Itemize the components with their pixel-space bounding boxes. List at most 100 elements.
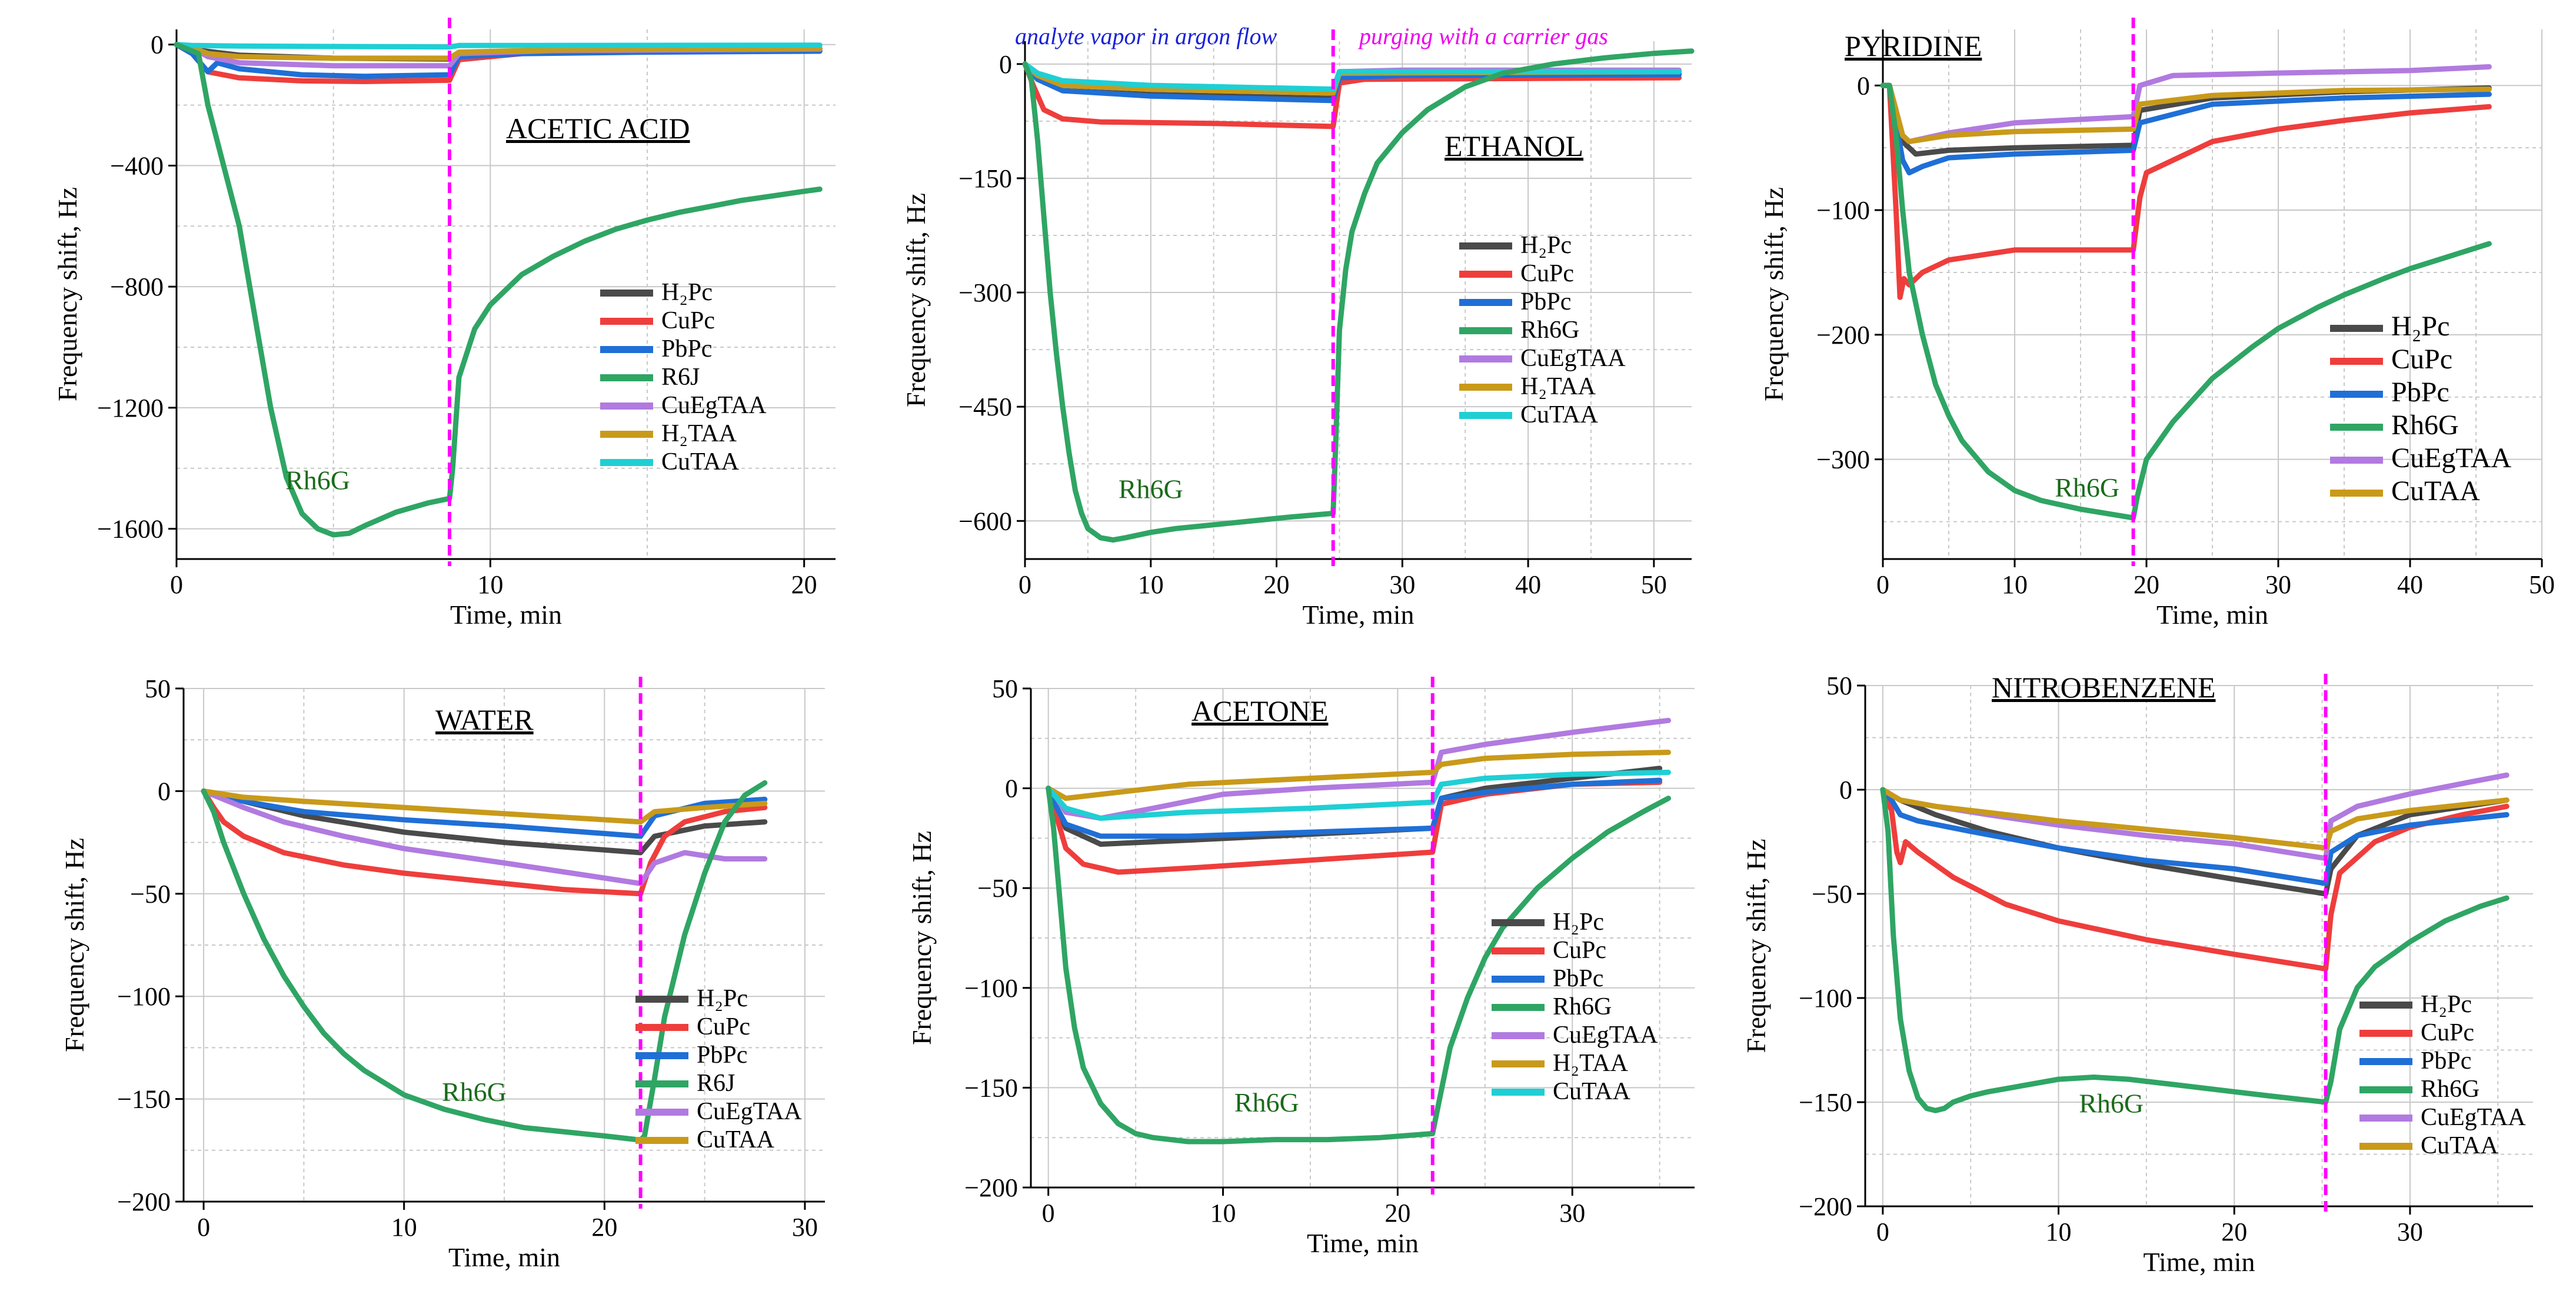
legend-label-H2Pc: H₂Pc (2421, 991, 2472, 1018)
legend-label-PbPc: PbPc (2391, 377, 2449, 408)
series-line-CuPc (201, 788, 768, 897)
x-tick-label: 30 (1389, 570, 1415, 599)
x-axis-label: Time, min (450, 600, 562, 630)
x-tick-label: 20 (591, 1213, 617, 1242)
series-line-PbPc (1022, 61, 1682, 104)
legend-label-H2TAA: H₂TAA (1553, 1050, 1629, 1077)
x-tick-label: 40 (1515, 570, 1541, 599)
x-tick-label: 10 (1138, 570, 1164, 599)
legend-label-CuPc: CuPc (1520, 260, 1574, 287)
y-tick-label: 50 (992, 674, 1018, 703)
legend-label-H2Pc: H₂Pc (1553, 909, 1604, 936)
y-tick-label: −150 (117, 1085, 171, 1114)
x-axis-label: Time, min (1302, 600, 1414, 630)
legend-label-Rh6G: Rh6G (1553, 993, 1612, 1020)
legend-label-CuEgTAA: CuEgTAA (2391, 443, 2511, 474)
x-tick-label: 0 (170, 570, 183, 599)
legend-label-CuPc: CuPc (661, 307, 715, 334)
legend-label-Rh6G: Rh6G (1520, 317, 1579, 344)
x-tick-label: 30 (1559, 1199, 1585, 1228)
series-line-Rh6G (1880, 787, 2510, 1113)
legend-label-CuPc: CuPc (1553, 937, 1606, 964)
x-axis-label: Time, min (2143, 1247, 2255, 1277)
phase-annotations: analyte vapor in argon flow purging with… (1015, 23, 1608, 49)
series-line-CuTAA (1046, 770, 1671, 821)
x-tick-label: 10 (477, 570, 503, 599)
legend-label-CuTAA: CuTAA (1553, 1078, 1631, 1105)
series-line-CuTAA (174, 42, 823, 50)
x-axis-label: Time, min (2156, 600, 2268, 630)
legend-label-CuPc: CuPc (2391, 344, 2452, 375)
chart-panel-4: 0 10 20 30 50 0 −50 −100 −150 −200 Time, min Freque… (907, 674, 1695, 1258)
legend-label-H2Pc: H₂Pc (697, 985, 748, 1012)
y-tick-label: 50 (145, 674, 171, 703)
series-line-CuPc (1880, 82, 2492, 300)
legend-label-H2TAA: H₂TAA (1520, 373, 1596, 400)
legend-label-CuEgTAA: CuEgTAA (661, 392, 767, 419)
legend-label-H2Pc: H₂Pc (661, 279, 713, 306)
rh6g-label: Rh6G (442, 1077, 507, 1107)
y-tick-label: −1600 (97, 515, 164, 544)
x-tick-label: 40 (2397, 570, 2423, 599)
legend-label-PbPc: PbPc (1520, 288, 1571, 315)
series-line-H2TAA (201, 788, 768, 825)
chart-panel-5: 0 10 20 30 50 0 −50 −100 −150 −200 Time, min Freque… (1741, 671, 2533, 1277)
x-axis-label: Time, min (1307, 1228, 1419, 1258)
series-line-Rh6G (1022, 48, 1695, 543)
y-tick-label: −150 (958, 164, 1012, 193)
y-tick-label: 0 (999, 50, 1012, 79)
legend-label-H2TAA: CuTAA (2391, 475, 2480, 507)
chart-title: PYRIDINE (1845, 29, 1982, 62)
series-line-CuTAA (1022, 61, 1682, 92)
legend-label-H2Pc: H₂Pc (1520, 232, 1572, 259)
x-tick-label: 10 (1210, 1199, 1236, 1228)
series-line-PbPc (1046, 777, 1663, 839)
legend-label-CuEgTAA: CuEgTAA (1553, 1022, 1658, 1049)
x-tick-label: 10 (2046, 1218, 2072, 1246)
y-axis-label: Frequency shift, Hz (1759, 187, 1789, 401)
y-tick-label: 0 (1005, 774, 1018, 803)
chart-panel-3: 0 10 20 30 50 0 −50 −100 −150 −200 Time, min Freque… (59, 674, 825, 1272)
y-axis-label: Frequency shift, Hz (59, 838, 89, 1052)
series-line-H2TAA (174, 42, 823, 61)
x-tick-label: 50 (1641, 570, 1667, 599)
legend-label-Rh6G: R6J (697, 1070, 735, 1097)
x-tick-label: 20 (2134, 570, 2159, 599)
series-line-H2TAA (1880, 787, 2510, 851)
y-axis-label: Frequency shift, Hz (907, 831, 937, 1045)
chart-title: ACETONE (1192, 694, 1328, 727)
series-line-CuPc (1880, 787, 2510, 972)
legend-label-PbPc: PbPc (697, 1042, 747, 1069)
x-tick-label: 10 (391, 1213, 417, 1242)
chart-panel-0: 0 10 20 0 −400 −800 −1200 −1600 Time, min Frequen… (52, 18, 836, 630)
y-tick-label: 0 (1857, 71, 1870, 100)
y-tick-label: 0 (158, 777, 171, 806)
y-tick-label: 0 (1839, 776, 1852, 804)
legend-label-CuPc: CuPc (2421, 1019, 2474, 1046)
series-line-CuEgTAA (201, 788, 768, 886)
chart-panel-1: 0 10 20 30 40 50 0 −150 −300 −450 −600 Time, min Fre… (901, 29, 1695, 630)
chart-title: WATER (435, 703, 534, 736)
x-tick-label: 50 (2529, 570, 2555, 599)
y-tick-label: −200 (1816, 321, 1870, 350)
y-tick-label: 0 (151, 31, 164, 59)
legend-label-H2Pc: H₂Pc (2391, 311, 2449, 342)
y-tick-label: −300 (1816, 445, 1870, 474)
rh6g-label: Rh6G (2079, 1089, 2144, 1119)
series-line-CuPc (1022, 61, 1682, 129)
x-tick-label: 10 (2002, 570, 2028, 599)
x-tick-label: 0 (1042, 1199, 1055, 1228)
series-line-PbPc (1880, 787, 2510, 886)
legend-label-Rh6G: Rh6G (2421, 1076, 2480, 1103)
rh6g-label: Rh6G (1234, 1087, 1299, 1117)
rh6g-label: Rh6G (2055, 473, 2119, 503)
y-tick-label: −50 (977, 874, 1018, 903)
chart-title: ETHANOL (1445, 129, 1583, 162)
y-tick-label: −400 (110, 151, 164, 180)
y-tick-label: −600 (958, 507, 1012, 535)
chart-panel-2: 0 10 20 30 40 50 0 −100 −200 −300 Time, min Frequen… (1759, 18, 2555, 630)
legend-label-PbPc: PbPc (1553, 965, 1603, 992)
y-tick-label: −50 (1812, 880, 1852, 909)
series-line-Rh6G (1880, 82, 2492, 521)
